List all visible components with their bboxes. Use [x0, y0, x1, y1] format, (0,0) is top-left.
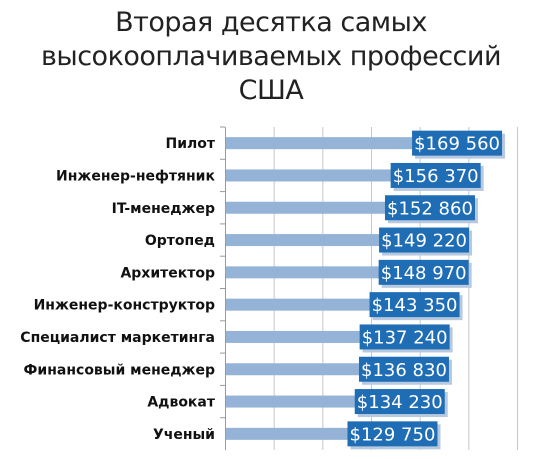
data-label: $137 240: [362, 327, 448, 348]
data-label-box: [347, 421, 438, 447]
chart-title: Вторая десятка самых высокооплачиваемых …: [0, 6, 542, 108]
chart-title-line-3: США: [238, 75, 304, 106]
data-label-box: [358, 356, 449, 382]
data-label: $134 230: [357, 392, 443, 413]
chart-title-line-2: высокооплачиваемых профессий: [40, 41, 502, 72]
category-label: Ортопед: [145, 233, 215, 249]
data-label: $143 350: [372, 295, 458, 316]
data-label: $129 750: [350, 424, 436, 445]
category-label: Финансовый менеджер: [24, 362, 215, 378]
category-label: Ученый: [153, 427, 215, 443]
category-label: Инженер-конструктор: [34, 298, 215, 314]
data-label-box: [390, 162, 481, 188]
data-label-box: [384, 195, 475, 221]
category-label: Адвокат: [147, 395, 216, 411]
category-label: Специалист маркетинга: [20, 330, 215, 346]
category-label: Инженер-нефтяник: [56, 168, 215, 184]
data-label: $136 830: [361, 360, 447, 381]
data-label-box: [359, 324, 450, 350]
data-label: $156 370: [393, 166, 479, 187]
category-label: Архитектор: [120, 265, 215, 281]
data-label-box: [378, 259, 469, 285]
data-label: $148 970: [381, 263, 467, 284]
category-label: Пилот: [165, 136, 215, 152]
data-label-box: [354, 389, 445, 415]
data-label: $169 560: [414, 134, 500, 155]
data-label-box: [369, 292, 460, 318]
category-label: IT-менеджер: [112, 201, 215, 217]
data-label-box: [379, 227, 470, 253]
data-label: $149 220: [381, 231, 467, 252]
chart-title-line-1: Вторая десятка самых: [115, 7, 427, 38]
data-label: $152 860: [387, 198, 473, 219]
data-label-box: [412, 130, 503, 156]
